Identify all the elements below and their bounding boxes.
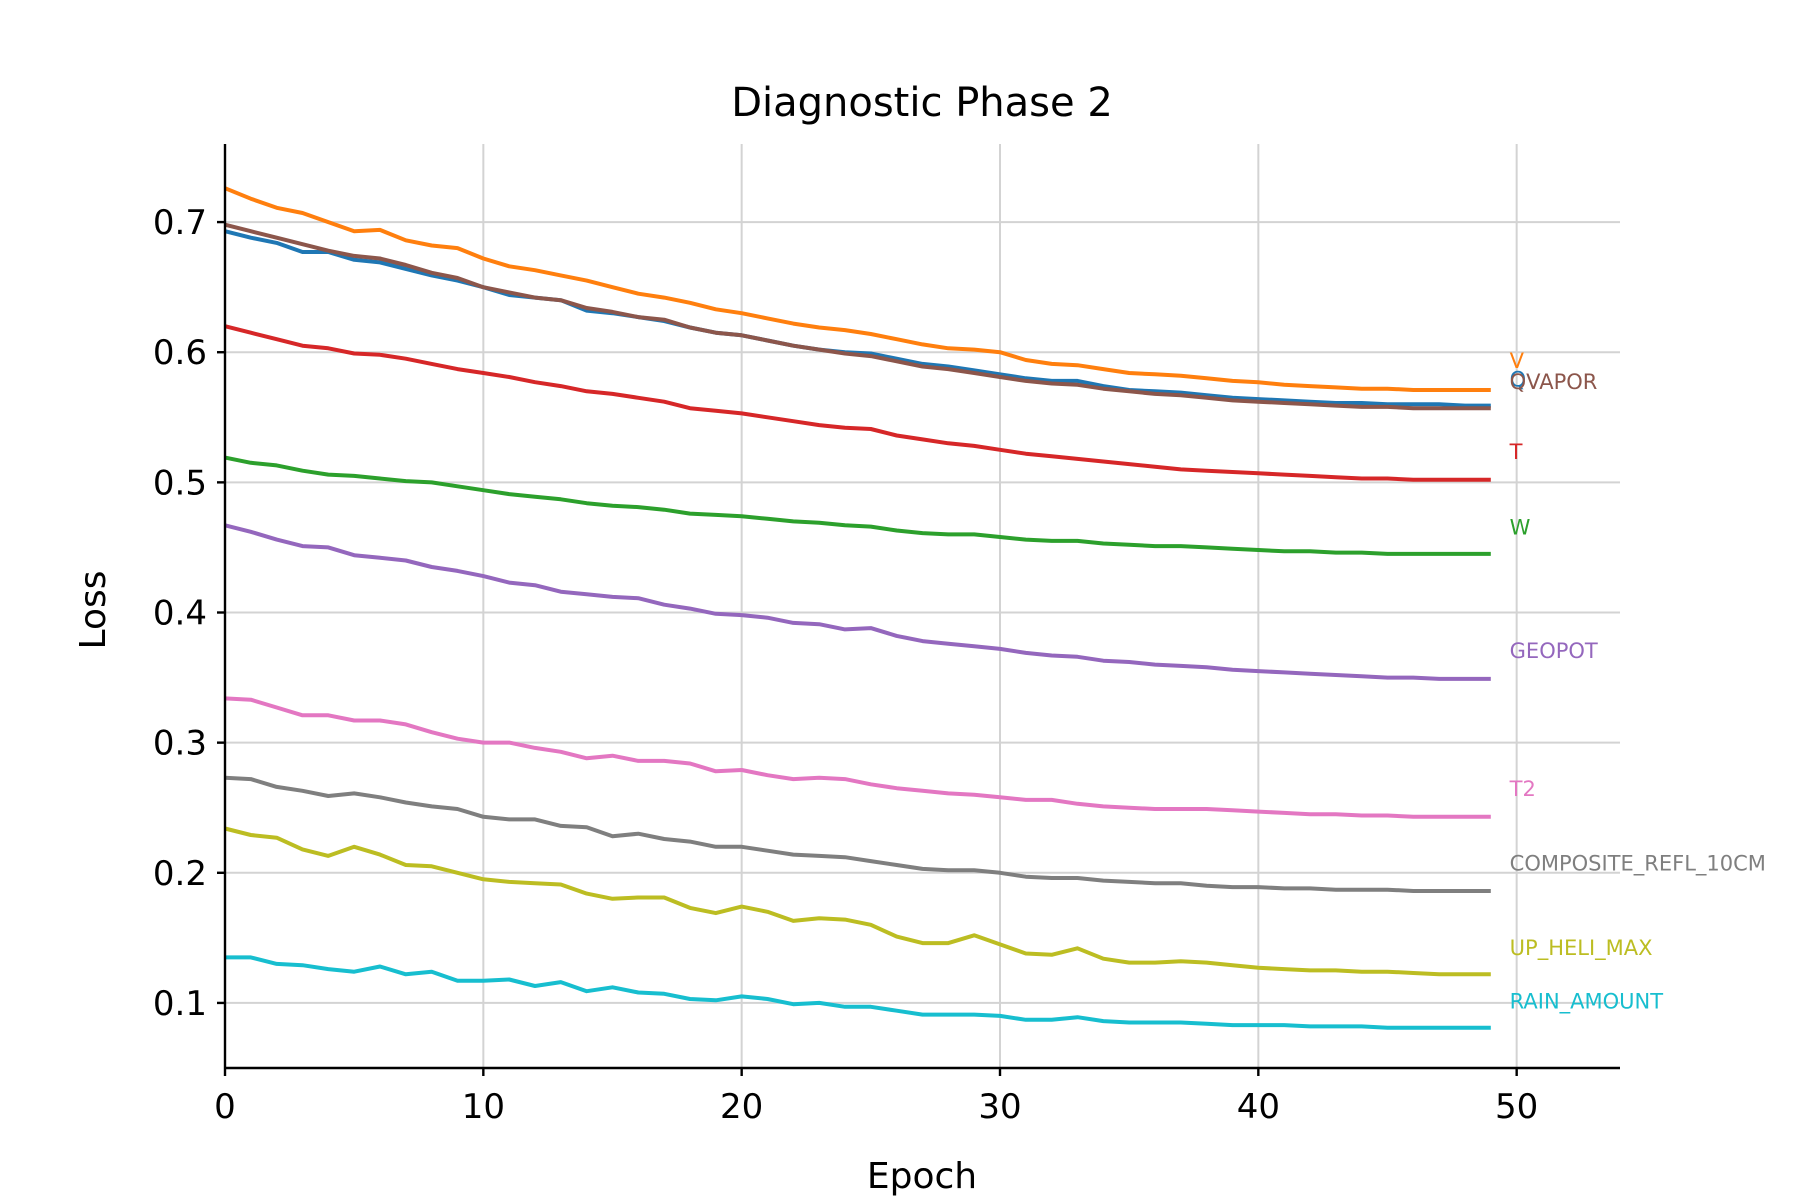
series-line-rain-amount <box>225 955 1491 1030</box>
x-tick-label: 20 <box>720 1087 763 1127</box>
series-line-qvapor <box>224 222 1491 411</box>
series-label-composite-refl-10cm: COMPOSITE_REFL_10CM <box>1510 851 1766 876</box>
series-line-q <box>224 229 1491 408</box>
x-tick-label: 40 <box>1237 1087 1280 1127</box>
x-tick-label: 30 <box>978 1087 1021 1127</box>
x-tick-label: 0 <box>214 1087 236 1127</box>
y-tick-label: 0.5 <box>153 463 207 503</box>
series-label-qvapor: QVAPOR <box>1510 370 1598 394</box>
series-line-t <box>224 324 1491 482</box>
y-axis-label: Loss <box>73 571 114 650</box>
x-tick-label: 10 <box>462 1087 505 1127</box>
series-label-up-heli-max: UP_HELI_MAX <box>1510 936 1653 961</box>
y-tick-label: 0.2 <box>153 854 207 894</box>
series-label-t: T <box>1509 440 1523 464</box>
series-label-w: W <box>1510 516 1531 540</box>
y-tick-label: 0.1 <box>153 984 207 1024</box>
series-line-up-heli-max <box>224 826 1491 977</box>
series-lines <box>224 186 1491 1030</box>
x-axis-label: Epoch <box>867 1156 977 1197</box>
axis-ticks: 0 10 20 30 40 50 0.1 0.2 0.3 0.4 0.5 0.6 0.7 <box>153 203 1538 1127</box>
series-line-composite-refl-10cm <box>224 775 1491 893</box>
series-label-rain-amount: RAIN_AMOUNT <box>1510 989 1664 1014</box>
y-tick-label: 0.4 <box>153 594 207 634</box>
series-label-v: V <box>1510 349 1525 373</box>
series-line-t2 <box>224 696 1491 819</box>
chart-title: Diagnostic Phase 2 <box>731 80 1113 126</box>
series-line-v <box>224 186 1491 392</box>
series-label-q: Q <box>1510 367 1527 391</box>
y-tick-label: 0.6 <box>153 333 207 373</box>
y-tick-label: 0.3 <box>153 724 207 764</box>
series-label-t2: T2 <box>1509 777 1536 801</box>
series-label-geopot: GEOPOT <box>1510 639 1598 663</box>
series-line-geopot <box>224 523 1491 681</box>
grid-lines <box>224 144 1620 1068</box>
y-tick-label: 0.7 <box>153 203 207 243</box>
x-tick-label: 50 <box>1495 1087 1538 1127</box>
series-line-w <box>224 455 1491 556</box>
axes-spines <box>223 144 1620 1070</box>
